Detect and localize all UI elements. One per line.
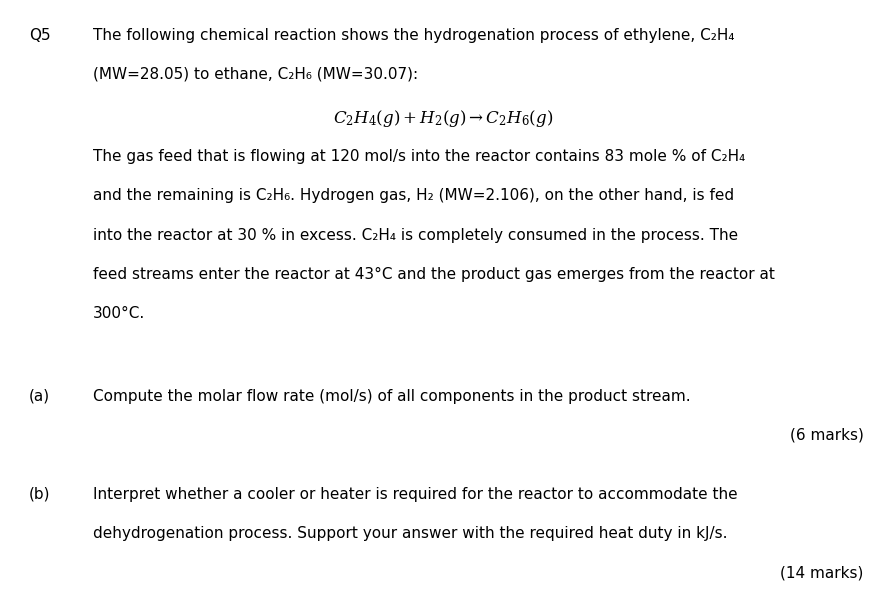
Text: Compute the molar flow rate (mol/s) of all components in the product stream.: Compute the molar flow rate (mol/s) of a… [93,389,691,403]
Text: The following chemical reaction shows the hydrogenation process of ethylene, C₂H: The following chemical reaction shows th… [93,28,734,42]
Text: Q5: Q5 [29,28,51,42]
Text: and the remaining is C₂H₆. Hydrogen gas, H₂ (MW=2.106), on the other hand, is fe: and the remaining is C₂H₆. Hydrogen gas,… [93,188,734,204]
Text: (14 marks): (14 marks) [781,565,864,580]
Text: (b): (b) [29,487,51,501]
Text: Interpret whether a cooler or heater is required for the reactor to accommodate : Interpret whether a cooler or heater is … [93,487,738,501]
Text: 300°C.: 300°C. [93,306,145,321]
Text: (a): (a) [29,389,51,403]
Text: dehydrogenation process. Support your answer with the required heat duty in kJ/s: dehydrogenation process. Support your an… [93,526,727,541]
Text: The gas feed that is flowing at 120 mol/s into the reactor contains 83 mole % of: The gas feed that is flowing at 120 mol/… [93,149,745,164]
Text: (MW=28.05) to ethane, C₂H₆ (MW=30.07):: (MW=28.05) to ethane, C₂H₆ (MW=30.07): [93,67,418,82]
Text: (6 marks): (6 marks) [790,428,864,443]
Text: $C_2H_4(g) + H_2(g) \rightarrow C_2H_6(g)$: $C_2H_4(g) + H_2(g) \rightarrow C_2H_6(g… [333,108,553,129]
Text: into the reactor at 30 % in excess. C₂H₄ is completely consumed in the process. : into the reactor at 30 % in excess. C₂H₄… [93,227,738,243]
Text: feed streams enter the reactor at 43°C and the product gas emerges from the reac: feed streams enter the reactor at 43°C a… [93,267,775,282]
